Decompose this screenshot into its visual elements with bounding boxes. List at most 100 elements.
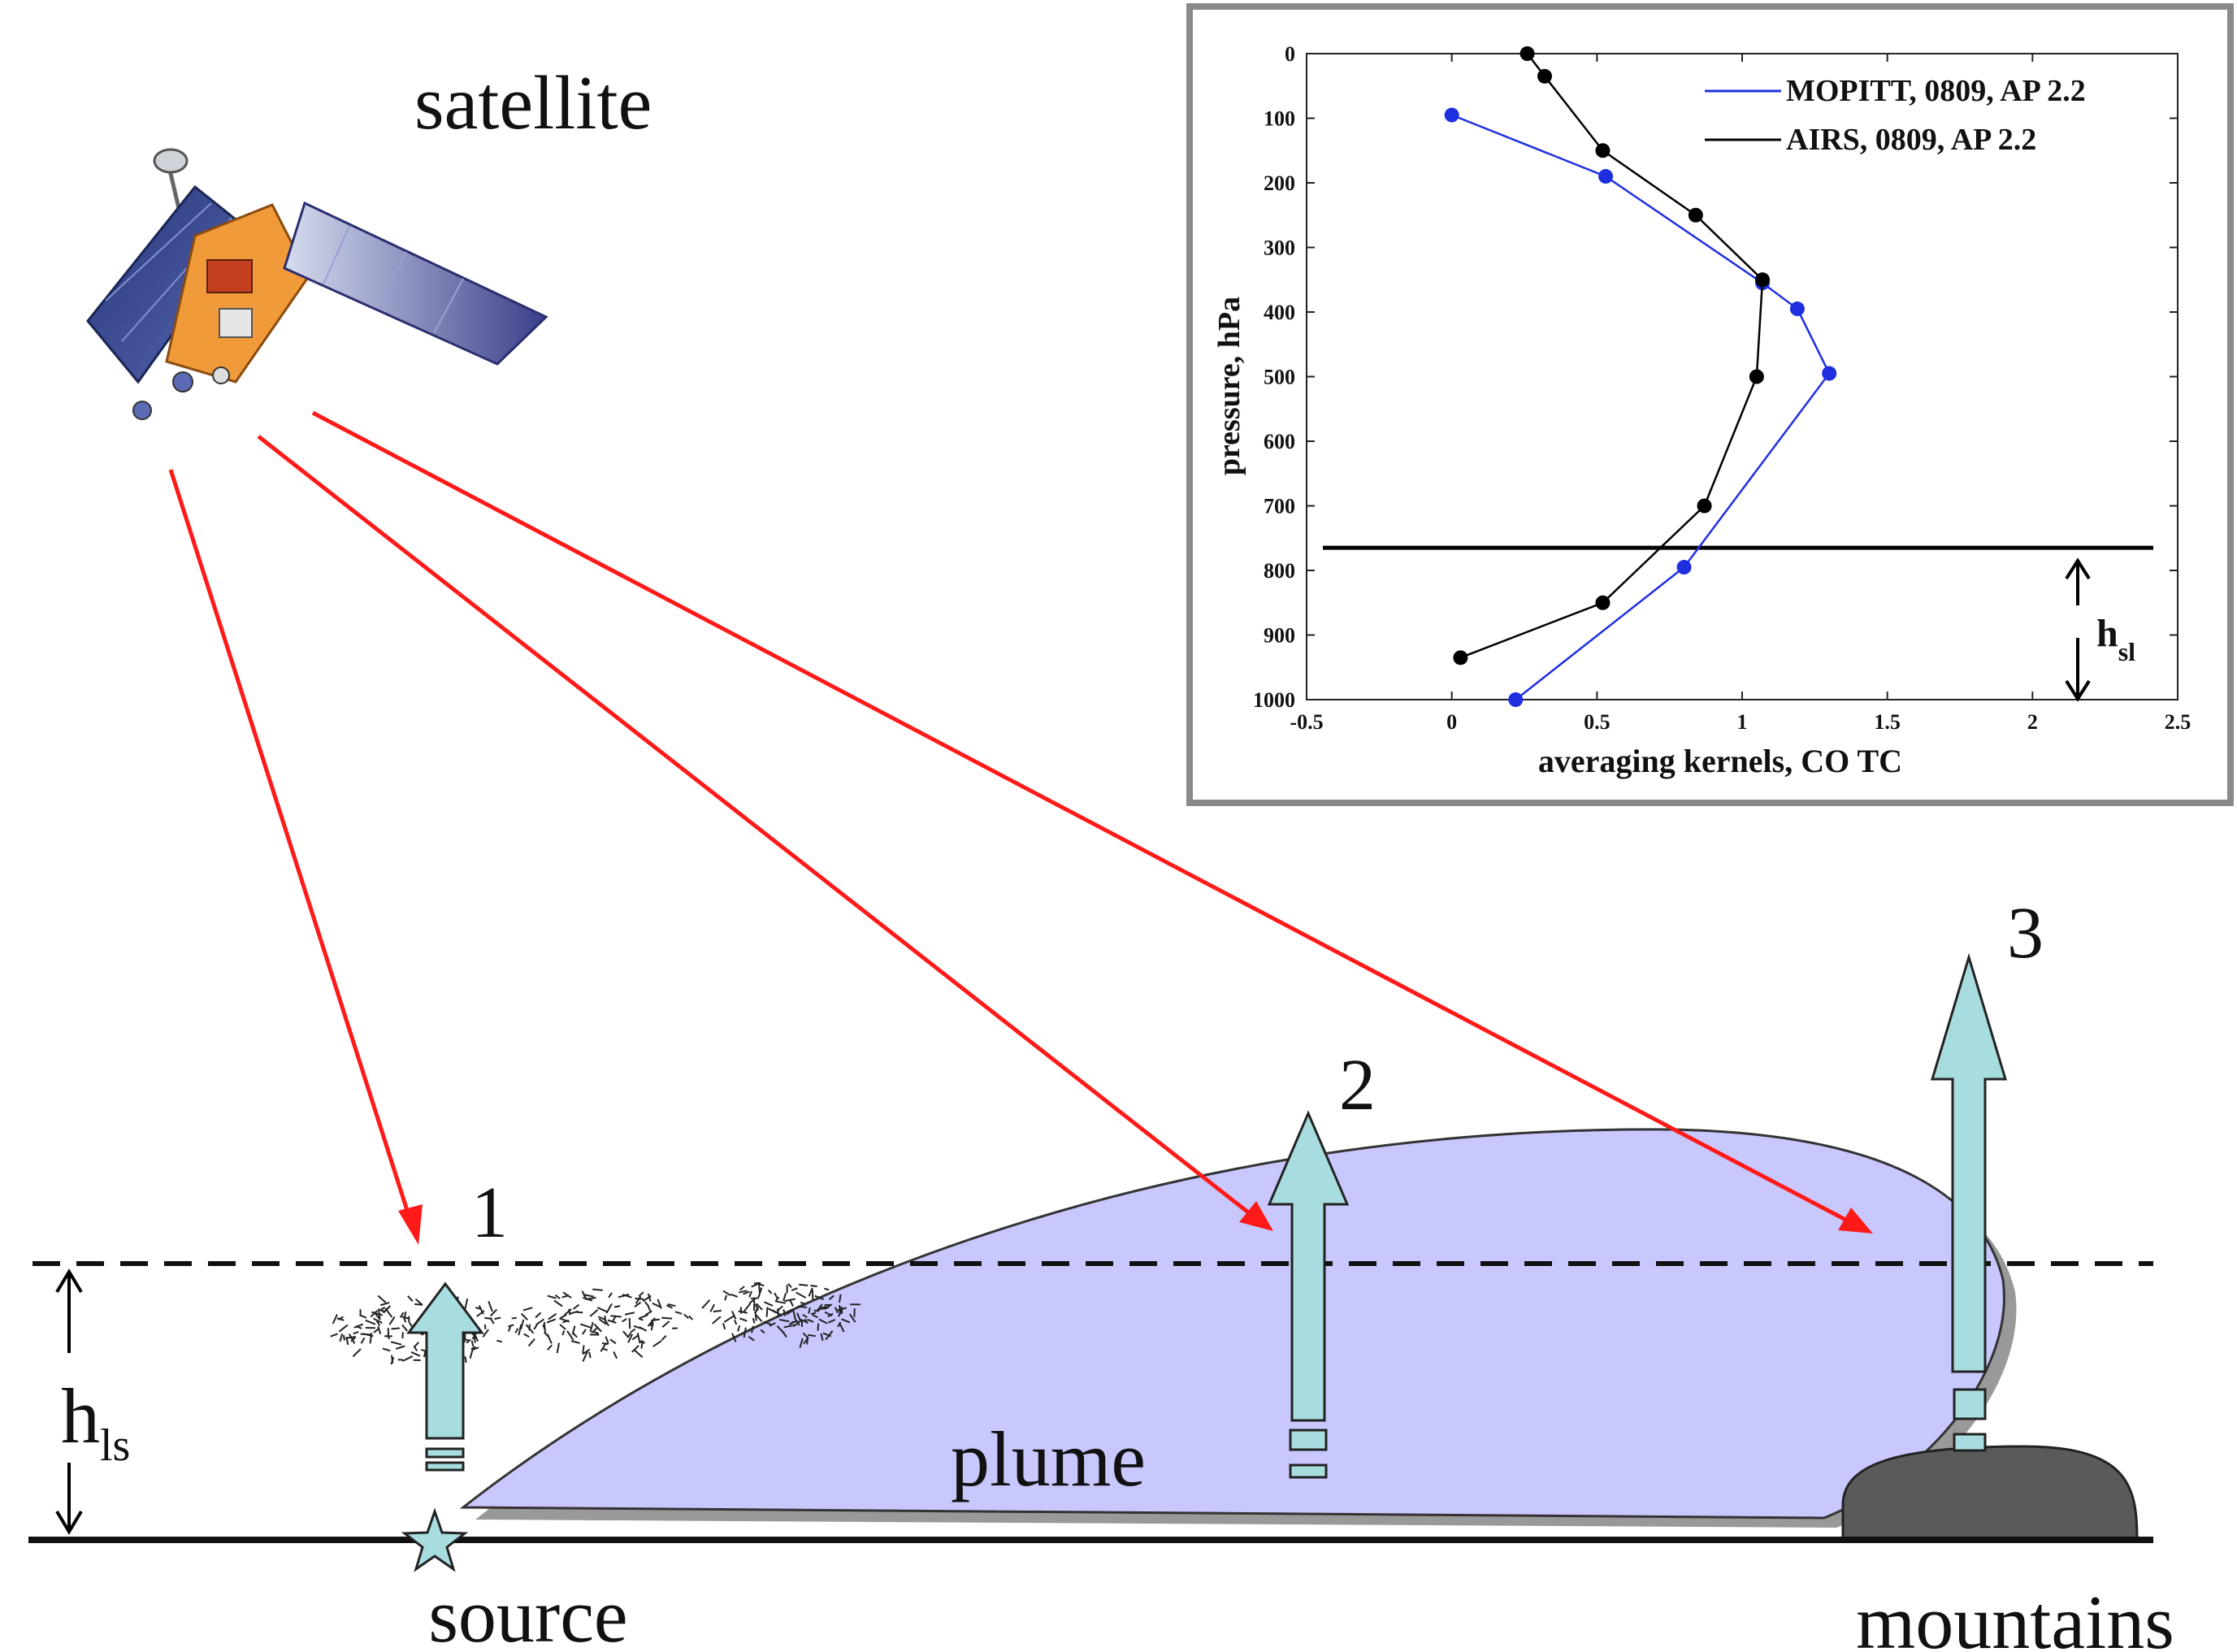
- satellite-illustration: [86, 148, 548, 420]
- smoke-dash: [723, 1315, 735, 1323]
- smoke-dash: [649, 1321, 654, 1327]
- smoke-dash: [757, 1282, 765, 1287]
- smoke-dash: [353, 1331, 359, 1335]
- smoke-dash: [470, 1340, 475, 1347]
- smoke-dash: [837, 1321, 842, 1328]
- smoke-dash: [763, 1320, 772, 1325]
- smoke-dash: [358, 1314, 367, 1319]
- smoke-dash: [825, 1303, 833, 1310]
- smoke-dash: [827, 1312, 834, 1318]
- vertical-arrow-3: [1930, 952, 2008, 1452]
- smoke-dash: [652, 1302, 662, 1308]
- x-tick-label: 0.5: [1584, 710, 1611, 734]
- smoke-dash: [591, 1326, 599, 1333]
- smoke-dash: [583, 1294, 594, 1298]
- smoke-dash: [769, 1322, 776, 1327]
- smoke-dash: [767, 1289, 773, 1294]
- smoke-dash: [345, 1336, 357, 1339]
- smoke-dash: [508, 1324, 514, 1328]
- smoke-dash: [546, 1344, 553, 1351]
- smoke-dash: [791, 1287, 798, 1291]
- h-ls-bracket: [55, 1268, 83, 1535]
- smoke-dash: [572, 1303, 580, 1310]
- antenna-dish-icon: [153, 148, 189, 174]
- smoke-dash: [472, 1346, 479, 1351]
- chart-series: [1444, 46, 1837, 707]
- satellite-ray-3: [311, 410, 1873, 1234]
- smoke-dash: [375, 1320, 381, 1326]
- smoke-dash: [589, 1309, 599, 1317]
- smoke-dash: [642, 1294, 652, 1303]
- plume-label: plume: [951, 1416, 1146, 1502]
- smoke-dash: [848, 1313, 856, 1323]
- smoke-dash: [635, 1295, 642, 1304]
- smoke-dash: [661, 1320, 670, 1329]
- y-tick-label: 200: [1264, 171, 1295, 195]
- smoke-dash: [651, 1318, 660, 1322]
- smoke-dash: [802, 1313, 808, 1319]
- smoke-dash: [522, 1307, 533, 1312]
- smoke-dash: [336, 1317, 345, 1321]
- smoke-dash: [647, 1306, 652, 1312]
- y-tick-label: 800: [1264, 559, 1295, 583]
- smoke-dash: [722, 1290, 731, 1297]
- smoke-dash: [737, 1325, 741, 1332]
- y-tick-label: 400: [1264, 301, 1295, 324]
- smoke-dash: [792, 1310, 796, 1320]
- smoke-dash: [535, 1318, 544, 1326]
- smoke-dash: [414, 1342, 420, 1347]
- smoke-dash: [399, 1312, 405, 1318]
- smoke-dash: [618, 1293, 630, 1299]
- smoke-dash: [401, 1324, 409, 1332]
- smoke-dash: [588, 1351, 592, 1359]
- smoke-dash: [630, 1328, 636, 1333]
- marker-1-label: 1: [471, 1173, 508, 1253]
- smoke-dash: [464, 1298, 469, 1310]
- chart-y-axis-label: pressure, hPa: [1212, 297, 1246, 475]
- smoke-dash: [514, 1328, 519, 1333]
- smoke-dash: [562, 1291, 572, 1299]
- smoke-dash: [489, 1308, 498, 1317]
- chart-x-axis-label: averaging kernels, CO TC: [1538, 743, 1902, 779]
- satellite-ray-1: [168, 469, 423, 1245]
- satellite-label: satellite: [414, 61, 652, 145]
- series-1-point: [1688, 207, 1703, 223]
- smoke-dash: [547, 1294, 557, 1299]
- smoke-dash: [776, 1305, 783, 1312]
- smoke-dash: [786, 1308, 795, 1316]
- smoke-dash: [738, 1310, 748, 1314]
- smoke-dash: [840, 1306, 843, 1314]
- smoke-dash: [571, 1325, 576, 1335]
- series-0-point: [1508, 692, 1524, 707]
- smoke-dash: [369, 1333, 373, 1344]
- smoke-dash: [523, 1333, 530, 1338]
- h-ls-label: hls: [61, 1372, 130, 1471]
- smoke-dash: [564, 1308, 572, 1316]
- smoke-dash: [776, 1325, 786, 1335]
- smoke-dash: [764, 1301, 774, 1307]
- smoke-dash: [543, 1321, 547, 1333]
- smoke-dash: [478, 1305, 484, 1315]
- smoke-dash: [352, 1348, 362, 1358]
- legend-label-mopitt: MOPITT, 0809, AP 2.2: [1786, 74, 2086, 108]
- x-tick-label: 2: [2027, 710, 2038, 734]
- series-1-point: [1520, 46, 1535, 61]
- smoke-dash: [613, 1351, 618, 1359]
- smoke-dash: [332, 1314, 338, 1325]
- series-1-point: [1537, 68, 1553, 84]
- smoke-dash: [638, 1317, 644, 1321]
- smoke-dash: [748, 1298, 756, 1304]
- smoke-dash: [752, 1317, 756, 1324]
- smoke-dash: [756, 1303, 763, 1311]
- smoke-dash: [779, 1318, 790, 1323]
- smoke-dash: [803, 1337, 809, 1345]
- mountain-shape: [1841, 1445, 2139, 1541]
- smoke-dash: [724, 1294, 727, 1301]
- smoke-dash: [644, 1310, 652, 1316]
- smoke-dash: [608, 1292, 613, 1299]
- series-0-point: [1822, 366, 1837, 381]
- smoke-dash: [799, 1283, 809, 1287]
- smoke-dash: [548, 1312, 557, 1320]
- smoke-dash: [644, 1301, 650, 1307]
- series-1-point: [1749, 369, 1764, 384]
